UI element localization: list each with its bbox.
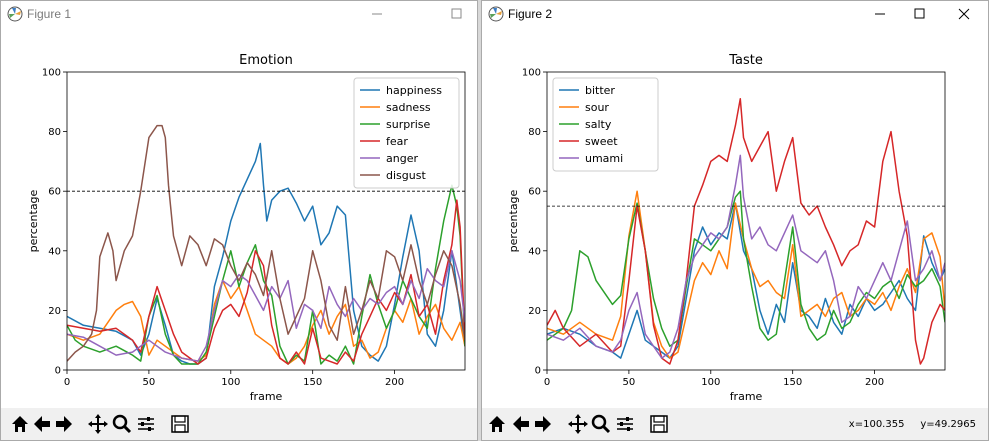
y-tick-label: 100: [42, 68, 61, 79]
x-tick-label: 50: [623, 377, 636, 388]
chart-title: Taste: [728, 53, 763, 68]
legend-label-surprise: surprise: [386, 118, 431, 131]
minimize-icon[interactable]: [357, 1, 397, 27]
navigation-toolbar: [1, 408, 477, 440]
configure-subplots-icon[interactable]: [135, 412, 157, 436]
series-line-anger: [67, 250, 465, 362]
figure-1-window: Figure 1 Emotion 0 50 100 150 200 0 20 40 60 80 100…: [0, 0, 478, 441]
home-icon[interactable]: [9, 412, 31, 436]
series-line-happiness: [67, 142, 465, 365]
maximize-icon[interactable]: [900, 1, 940, 27]
y-tick-label: 20: [528, 306, 541, 317]
cursor-coordinates: x=100.355 y=49.2965: [848, 419, 976, 430]
x-axis-label: frame: [730, 390, 763, 403]
maximize-icon[interactable]: [437, 1, 477, 27]
y-tick-label: 80: [528, 127, 541, 138]
taste-chart: Taste 0 50 100 150 200 0 20 40 60 80 100 frame percen…: [507, 53, 946, 403]
back-arrow-icon[interactable]: [510, 412, 532, 436]
zoom-icon[interactable]: [111, 412, 133, 436]
x-axis-label: frame: [250, 390, 283, 403]
forward-arrow-icon[interactable]: [532, 412, 554, 436]
x-tick-label: 150: [303, 377, 322, 388]
series-line-fear: [67, 199, 465, 365]
x-tick-label: 50: [143, 377, 156, 388]
matplotlib-logo-icon: [7, 6, 23, 22]
y-axis-label: percentage: [507, 189, 520, 252]
home-icon[interactable]: [486, 412, 508, 436]
series-line-bitter: [547, 202, 945, 359]
plot-frame: [66, 71, 466, 371]
save-icon[interactable]: [169, 412, 191, 436]
window-title: Figure 2: [508, 7, 553, 21]
y-tick-label: 60: [528, 187, 541, 198]
x-tick-label: 0: [64, 377, 70, 388]
legend-label-sour: sour: [585, 101, 609, 114]
pan-icon[interactable]: [87, 412, 109, 436]
figure-2-window: Figure 2 Taste 0 50 100 150 200 0 20 40 60 80 100 fr…: [481, 0, 989, 441]
back-arrow-icon[interactable]: [31, 412, 53, 436]
legend-label-disgust: disgust: [386, 169, 426, 182]
legend-label-fear: fear: [386, 135, 408, 148]
legend-label-happiness: happiness: [386, 84, 442, 97]
plot-frame: [546, 71, 946, 371]
emotion-chart: Emotion 0 50 100 150 200 0 20 40 60 80 100 frame perc…: [27, 53, 466, 403]
series-line-disgust: [67, 124, 465, 362]
x-tick-label: 150: [783, 377, 802, 388]
y-tick-label: 0: [55, 366, 61, 377]
x-tick-label: 100: [701, 377, 720, 388]
legend-label-salty: salty: [585, 118, 612, 131]
pan-icon[interactable]: [567, 412, 589, 436]
legend-label-sweet: sweet: [585, 135, 618, 148]
legend-label-anger: anger: [386, 152, 418, 165]
y-tick-label: 80: [48, 127, 61, 138]
minimize-icon[interactable]: [860, 1, 900, 27]
y-tick-label: 20: [48, 306, 61, 317]
legend-box: [353, 77, 460, 189]
configure-subplots-icon[interactable]: [614, 412, 636, 436]
y-tick-label: 0: [535, 366, 541, 377]
window-gap: [478, 0, 481, 441]
series-line-umami: [547, 154, 945, 359]
x-tick-label: 200: [385, 377, 404, 388]
x-tick-label: 100: [221, 377, 240, 388]
x-tick-label: 0: [544, 377, 550, 388]
legend-label-sadness: sadness: [386, 101, 431, 114]
forward-arrow-icon[interactable]: [53, 412, 75, 436]
y-tick-label: 100: [522, 68, 541, 79]
series-line-sour: [547, 190, 945, 359]
title-bar[interactable]: Figure 2: [482, 1, 988, 27]
y-tick-label: 40: [48, 246, 61, 257]
y-tick-label: 40: [528, 246, 541, 257]
legend-box: [552, 77, 659, 172]
matplotlib-logo-icon: [488, 6, 504, 22]
x-tick-label: 200: [865, 377, 884, 388]
y-axis-label: percentage: [27, 189, 40, 252]
navigation-toolbar: x=100.355 y=49.2965: [482, 408, 988, 440]
chart-title: Emotion: [239, 53, 293, 68]
series-line-salty: [547, 190, 945, 347]
save-icon[interactable]: [648, 412, 670, 436]
title-bar[interactable]: Figure 1: [1, 1, 477, 27]
zoom-icon[interactable]: [590, 412, 612, 436]
legend-label-bitter: bitter: [585, 84, 615, 97]
window-title: Figure 1: [27, 7, 72, 21]
legend-label-umami: umami: [585, 152, 623, 165]
close-icon[interactable]: [944, 1, 984, 27]
y-tick-label: 60: [48, 187, 61, 198]
